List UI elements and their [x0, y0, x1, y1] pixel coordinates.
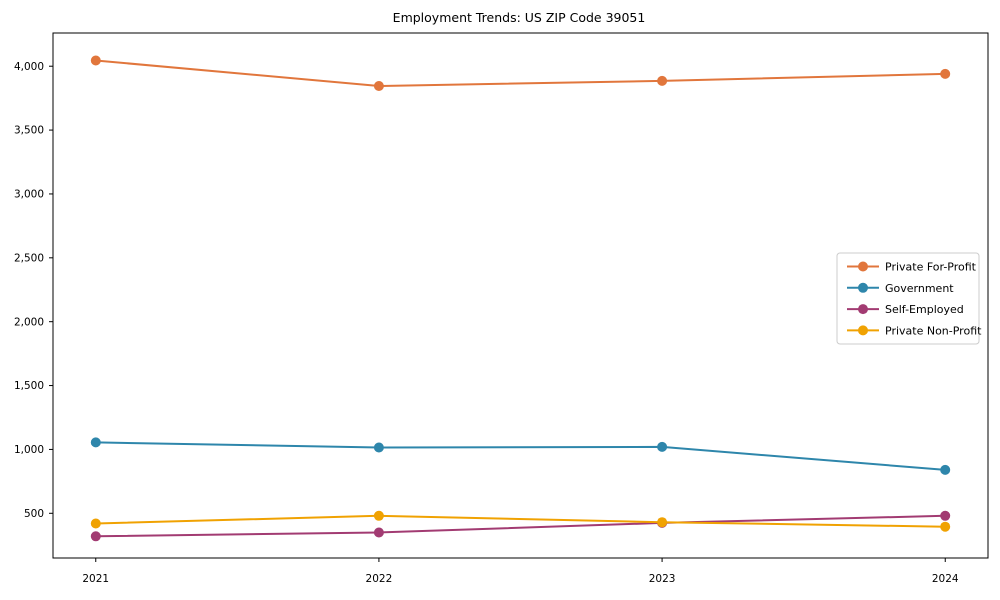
- legend-sample-marker: [858, 304, 868, 315]
- data-point-marker: [940, 510, 951, 521]
- data-point-marker: [90, 531, 101, 542]
- y-tick-label: 3,000: [14, 189, 44, 201]
- legend-box: [836, 252, 980, 345]
- data-point-marker: [373, 510, 384, 521]
- y-tick-label: 2,500: [14, 252, 44, 264]
- data-point-marker: [657, 517, 668, 528]
- legend: Private For-Profit Government Self-Employe…: [836, 252, 982, 345]
- data-point-marker: [940, 464, 951, 475]
- x-tick-label: 2021: [82, 573, 109, 585]
- y-tick-label: 2,000: [14, 316, 44, 328]
- series-self-employed: [90, 510, 951, 542]
- y-tick-label: 1,000: [14, 444, 44, 456]
- x-tick-label: 2023: [649, 573, 676, 585]
- data-point-marker: [940, 68, 951, 79]
- series-line-government: [95, 441, 946, 471]
- y-tick-label: 4,000: [14, 61, 44, 73]
- y-tick-label: 1,500: [14, 380, 44, 392]
- data-point-marker: [373, 442, 384, 453]
- data-point-marker: [373, 527, 384, 538]
- series-line-self-employed: [95, 514, 946, 538]
- data-point-marker: [940, 521, 951, 532]
- data-point-marker: [657, 75, 668, 86]
- legend-sample-marker: [858, 282, 868, 293]
- series-line-private-non-profit: [95, 514, 946, 528]
- series-private-non-profit: [90, 510, 951, 532]
- x-axis: 2021 2022 2023 2024: [82, 558, 959, 585]
- data-point-marker: [90, 55, 101, 66]
- data-point-marker: [90, 437, 101, 448]
- x-tick-label: 2022: [366, 573, 393, 585]
- data-point-marker: [657, 441, 668, 452]
- chart-title: Employment Trends: US ZIP Code 39051: [392, 10, 646, 25]
- legend-label: Private For-Profit: [885, 261, 977, 274]
- x-tick-label: 2024: [932, 573, 959, 585]
- y-tick-label: 3,500: [14, 125, 44, 137]
- legend-label: Private Non-Profit: [885, 324, 982, 337]
- y-tick-label: 500: [24, 508, 44, 520]
- series-private-for-profit: [90, 55, 951, 91]
- series-line-private-for-profit: [95, 59, 946, 88]
- y-axis: 500 1,000 1,500 2,000 2,500 3,000 3,500 4,000: [14, 61, 53, 520]
- legend-label: Government: [885, 282, 954, 295]
- legend-sample-marker: [858, 325, 868, 336]
- data-point-marker: [373, 81, 384, 91]
- legend-label: Self-Employed: [885, 303, 964, 316]
- legend-sample-marker: [858, 261, 868, 272]
- plot-border: [52, 32, 989, 559]
- data-point-marker: [90, 518, 101, 529]
- series-government: [90, 437, 951, 475]
